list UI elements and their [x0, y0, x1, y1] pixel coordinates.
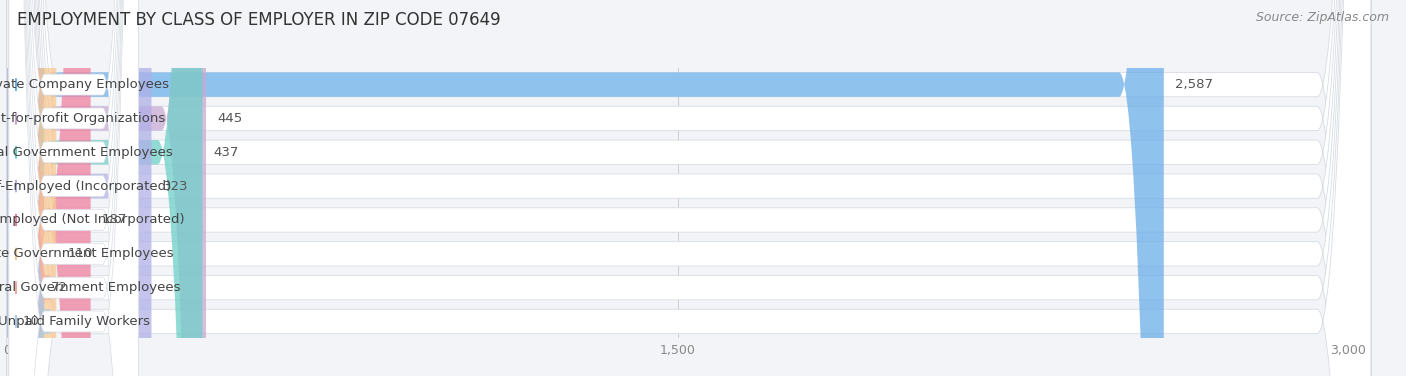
FancyBboxPatch shape	[7, 0, 1371, 376]
Text: Federal Government Employees: Federal Government Employees	[0, 281, 180, 294]
Text: 445: 445	[217, 112, 242, 125]
FancyBboxPatch shape	[7, 0, 207, 376]
FancyBboxPatch shape	[7, 0, 1371, 376]
FancyBboxPatch shape	[0, 0, 52, 376]
Text: 72: 72	[51, 281, 67, 294]
FancyBboxPatch shape	[8, 0, 139, 376]
Text: 110: 110	[67, 247, 93, 260]
Text: 187: 187	[101, 214, 127, 226]
Text: Self-Employed (Not Incorporated): Self-Employed (Not Incorporated)	[0, 214, 186, 226]
Text: State Government Employees: State Government Employees	[0, 247, 173, 260]
Text: 2,587: 2,587	[1175, 78, 1213, 91]
Text: 437: 437	[214, 146, 239, 159]
FancyBboxPatch shape	[7, 0, 1371, 376]
FancyBboxPatch shape	[8, 0, 139, 376]
FancyBboxPatch shape	[7, 0, 1371, 376]
FancyBboxPatch shape	[7, 0, 56, 376]
FancyBboxPatch shape	[7, 0, 1371, 376]
FancyBboxPatch shape	[7, 0, 152, 376]
FancyBboxPatch shape	[8, 0, 139, 376]
Text: Source: ZipAtlas.com: Source: ZipAtlas.com	[1256, 11, 1389, 24]
FancyBboxPatch shape	[8, 0, 139, 376]
FancyBboxPatch shape	[8, 0, 139, 376]
FancyBboxPatch shape	[7, 0, 202, 376]
Text: Private Company Employees: Private Company Employees	[0, 78, 169, 91]
FancyBboxPatch shape	[0, 0, 52, 376]
FancyBboxPatch shape	[7, 0, 1164, 376]
FancyBboxPatch shape	[7, 0, 90, 376]
FancyBboxPatch shape	[7, 0, 1371, 376]
Text: Self-Employed (Incorporated): Self-Employed (Incorporated)	[0, 180, 172, 193]
FancyBboxPatch shape	[7, 0, 1371, 376]
Text: Local Government Employees: Local Government Employees	[0, 146, 173, 159]
FancyBboxPatch shape	[8, 0, 139, 376]
Text: 10: 10	[22, 315, 39, 328]
FancyBboxPatch shape	[8, 0, 139, 376]
Text: Not-for-profit Organizations: Not-for-profit Organizations	[0, 112, 165, 125]
Text: 323: 323	[163, 180, 188, 193]
Text: Unpaid Family Workers: Unpaid Family Workers	[0, 315, 149, 328]
FancyBboxPatch shape	[7, 0, 1371, 376]
Text: EMPLOYMENT BY CLASS OF EMPLOYER IN ZIP CODE 07649: EMPLOYMENT BY CLASS OF EMPLOYER IN ZIP C…	[17, 11, 501, 29]
FancyBboxPatch shape	[8, 0, 139, 376]
